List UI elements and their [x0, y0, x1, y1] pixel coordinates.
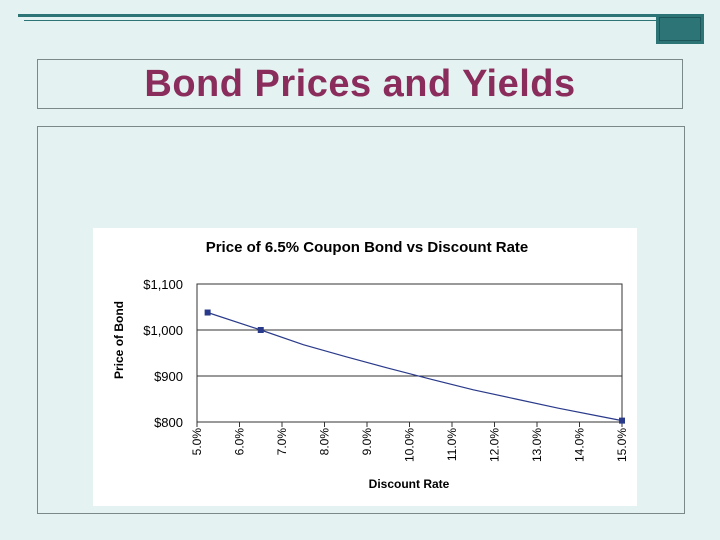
x-axis-label: Discount Rate [369, 477, 450, 491]
plot-area [196, 283, 623, 423]
x-tick-label: 8.0% [318, 428, 332, 456]
data-point-marker [619, 417, 625, 424]
chart-title: Price of 6.5% Coupon Bond vs Discount Ra… [206, 239, 529, 256]
data-point-marker [257, 327, 264, 333]
top-rule-thin [24, 20, 678, 21]
x-tick-label: 9.0% [360, 428, 374, 456]
x-tick-label: 10.0% [403, 428, 417, 462]
x-tick-label: 5.0% [190, 428, 204, 456]
x-tick-label: 7.0% [275, 428, 289, 456]
series-line [207, 311, 623, 422]
x-tick-label: 12.0% [488, 428, 502, 462]
y-tick-label: $900 [154, 369, 183, 384]
y-tick-label: $1,000 [143, 323, 183, 338]
title-frame: Bond Prices and Yields [37, 59, 683, 109]
chart-container: Price of 6.5% Coupon Bond vs Discount Ra… [93, 228, 637, 506]
slide-title: Bond Prices and Yields [144, 62, 576, 105]
y-tick-label: $1,100 [143, 277, 183, 292]
top-rule [18, 14, 678, 17]
y-axis-label: Price of Bond [112, 301, 126, 379]
x-tick-label: 13.0% [530, 428, 544, 462]
x-tick-label: 15.0% [615, 428, 629, 462]
data-point-marker [204, 309, 211, 316]
x-tick-label: 14.0% [573, 428, 587, 462]
content-frame [37, 126, 685, 514]
y-tick-label: $800 [154, 415, 183, 430]
x-tick-label: 6.0% [233, 428, 247, 456]
x-tick-label: 11.0% [445, 428, 459, 461]
corner-decoration [656, 14, 704, 44]
bond-price-chart: Price of 6.5% Coupon Bond vs Discount Ra… [112, 239, 629, 491]
